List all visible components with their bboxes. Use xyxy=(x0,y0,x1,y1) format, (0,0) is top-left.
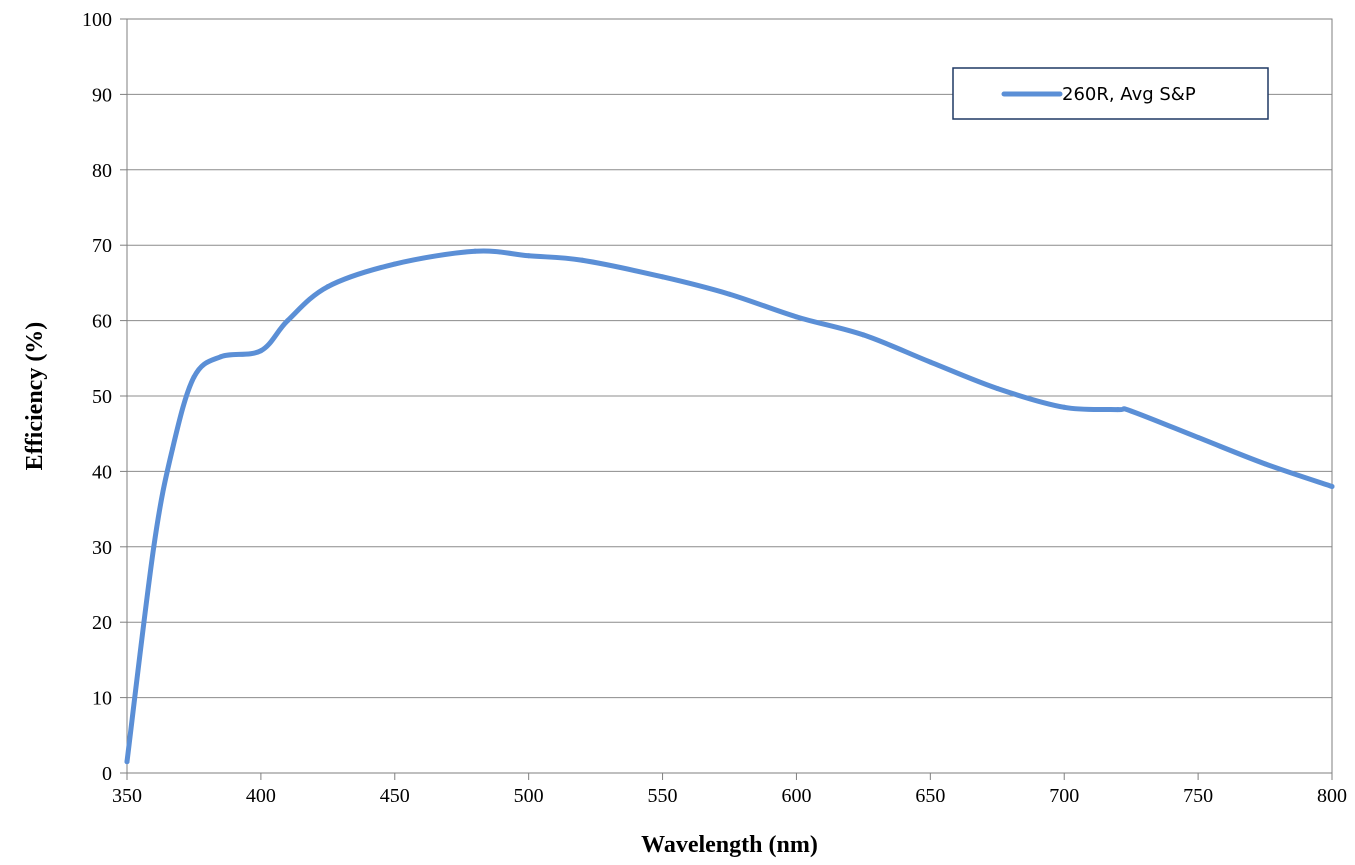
data-point xyxy=(579,257,585,263)
x-tick-label: 600 xyxy=(781,785,811,807)
data-point xyxy=(526,253,532,259)
y-tick-label: 20 xyxy=(92,612,112,634)
y-tick-label: 50 xyxy=(92,386,112,408)
y-tick-label: 30 xyxy=(92,537,112,559)
legend: 260R, Avg S&P xyxy=(952,67,1269,120)
data-point xyxy=(1329,483,1335,489)
data-point xyxy=(258,348,264,354)
data-point xyxy=(472,248,478,254)
x-tick-label: 650 xyxy=(915,785,945,807)
data-point xyxy=(660,274,666,280)
axis-ticks: 0 10 20 30 40 50 60 70 80 90 100 350 400 450 500 550 600… xyxy=(82,9,1347,807)
x-tick-label: 350 xyxy=(112,785,142,807)
data-point xyxy=(860,332,866,338)
y-axis-title: Efficiency (%) xyxy=(22,322,48,471)
data-point xyxy=(325,284,331,290)
data-point xyxy=(170,446,176,452)
y-tick-label: 90 xyxy=(92,84,112,106)
data-point xyxy=(124,759,130,765)
y-tick-label: 80 xyxy=(92,160,112,182)
data-point xyxy=(727,291,732,297)
x-tick-label: 750 xyxy=(1183,785,1213,807)
y-tick-label: 100 xyxy=(82,9,112,31)
data-point xyxy=(392,261,398,267)
data-point xyxy=(191,374,197,380)
y-tick-label: 40 xyxy=(92,461,112,483)
data-point xyxy=(1115,407,1121,413)
x-tick-label: 400 xyxy=(246,785,276,807)
series-lines xyxy=(124,248,1335,765)
grid-lines xyxy=(127,18,1332,774)
data-point xyxy=(1061,404,1067,410)
data-point xyxy=(1195,434,1201,440)
y-tick-label: 70 xyxy=(92,235,112,257)
data-point xyxy=(218,354,224,360)
data-point xyxy=(927,359,933,365)
legend-series-label: 260R, Avg S&P xyxy=(1062,84,1196,105)
data-point xyxy=(994,385,1000,391)
y-tick-label: 10 xyxy=(92,688,112,710)
x-tick-label: 800 xyxy=(1317,785,1347,807)
x-tick-label: 450 xyxy=(380,785,410,807)
y-tick-label: 60 xyxy=(92,311,112,333)
data-point xyxy=(151,544,157,550)
x-tick-label: 550 xyxy=(648,785,678,807)
x-tick-label: 500 xyxy=(514,785,544,807)
y-tick-label: 0 xyxy=(102,763,112,785)
data-point xyxy=(1262,461,1268,467)
data-point xyxy=(793,314,799,320)
data-point xyxy=(285,318,291,324)
series-line-0 xyxy=(124,248,1335,765)
x-tick-label: 700 xyxy=(1049,785,1079,807)
data-point xyxy=(1128,408,1134,414)
x-axis-title: Wavelength (nm) xyxy=(641,832,818,858)
